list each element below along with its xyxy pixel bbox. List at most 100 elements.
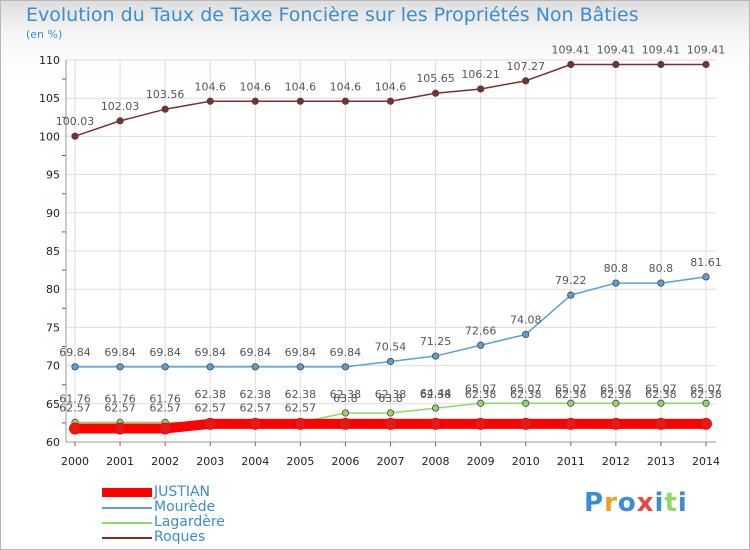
y-tick-label: 60 <box>46 436 60 449</box>
legend-swatch <box>102 507 152 509</box>
data-point <box>384 417 397 430</box>
y-tick-label: 80 <box>46 283 60 296</box>
data-label: 62.38 <box>510 388 542 401</box>
data-label: 64.44 <box>420 387 452 400</box>
data-label: 62.38 <box>465 388 497 401</box>
data-point <box>116 363 124 371</box>
data-label: 109.41 <box>597 44 636 57</box>
data-point <box>386 357 395 366</box>
x-tick-label: 2007 <box>377 455 405 468</box>
data-point <box>657 399 665 407</box>
x-tick-label: 2006 <box>331 455 359 468</box>
data-point <box>431 404 440 412</box>
logo-letter: i <box>677 488 688 518</box>
y-tick-label: 85 <box>46 245 60 258</box>
data-label: 62.38 <box>420 388 452 401</box>
data-label: 61.76 <box>104 393 136 406</box>
data-point <box>477 399 485 407</box>
data-label: 109.41 <box>552 44 591 57</box>
logo-letter: o <box>617 488 637 518</box>
data-label: 79.22 <box>555 274 587 287</box>
data-label: 65.07 <box>555 382 587 395</box>
line-chart: 60 65 70 75 80 85 90 95 100 105 110 2000 2001 2002 200… <box>39 44 725 468</box>
data-point <box>657 60 665 69</box>
data-point <box>161 105 169 113</box>
data-point <box>477 85 485 93</box>
data-point <box>204 417 217 430</box>
legend-label: Lagardère <box>154 514 225 530</box>
data-label: 69.84 <box>330 346 362 359</box>
chart-title: Evolution du Taux de Taxe Foncière sur l… <box>26 4 639 26</box>
data-label: 62.38 <box>194 388 226 401</box>
data-label: 62.38 <box>240 388 272 401</box>
legend-swatch <box>102 537 152 539</box>
data-point <box>161 363 169 371</box>
data-point <box>71 363 79 371</box>
data-point <box>114 422 127 435</box>
data-label: 107.27 <box>506 60 545 73</box>
data-label: 74.08 <box>510 313 542 326</box>
data-point <box>339 417 352 430</box>
data-label: 104.6 <box>375 80 407 93</box>
data-label: 65.07 <box>510 382 542 395</box>
data-point <box>251 97 259 105</box>
data-point <box>612 399 620 407</box>
data-point <box>206 363 214 371</box>
data-point <box>700 417 712 430</box>
y-tick-label: 110 <box>39 54 60 67</box>
data-label: 69.84 <box>104 346 136 359</box>
data-label: 63.8 <box>333 392 358 405</box>
data-point <box>519 417 532 430</box>
data-point <box>702 60 710 69</box>
data-point <box>386 97 395 105</box>
data-label: 63.8 <box>378 392 403 405</box>
data-point <box>702 399 710 407</box>
data-label: 62.57 <box>149 401 181 414</box>
data-point <box>609 417 622 430</box>
data-point <box>341 363 350 371</box>
x-tick-label: 2011 <box>557 455 585 468</box>
data-point <box>71 132 79 140</box>
data-label: 62.57 <box>240 401 272 414</box>
data-label: 62.38 <box>645 388 677 401</box>
legend-label: JUSTIAN <box>154 484 210 500</box>
legend-label: Roques <box>154 529 206 545</box>
data-point <box>477 341 485 349</box>
data-point <box>564 417 577 430</box>
data-point <box>431 352 440 360</box>
y-tick-label: 105 <box>39 92 60 105</box>
x-tick-label: 2003 <box>196 455 224 468</box>
data-point <box>294 417 307 430</box>
data-label: 62.38 <box>330 388 362 401</box>
data-label: 69.84 <box>194 346 226 359</box>
data-label: 69.84 <box>149 346 181 359</box>
proxiti-logo: Proxiti <box>584 488 688 518</box>
data-point <box>296 363 304 371</box>
data-label: 62.38 <box>375 388 407 401</box>
data-label: 69.84 <box>59 346 91 359</box>
data-label: 65.07 <box>465 382 497 395</box>
data-label: 104.6 <box>285 80 317 93</box>
data-label: 104.6 <box>194 80 226 93</box>
data-label: 65.07 <box>690 382 722 395</box>
data-point <box>116 117 124 125</box>
data-point <box>429 417 442 430</box>
data-point <box>341 97 350 105</box>
y-tick-label: 90 <box>46 207 60 220</box>
x-tick-label: 2002 <box>151 455 179 468</box>
data-label: 81.61 <box>690 256 722 269</box>
data-label: 100.03 <box>56 115 95 128</box>
x-tick-label: 2000 <box>61 455 89 468</box>
data-label: 62.38 <box>600 388 632 401</box>
x-tick-label: 2014 <box>692 455 720 468</box>
y-tick-label: 70 <box>46 360 60 373</box>
data-label: 65.07 <box>600 382 632 395</box>
data-label: 102.03 <box>101 100 140 113</box>
data-label: 69.84 <box>240 346 272 359</box>
data-point <box>522 77 530 85</box>
data-point <box>341 409 350 417</box>
data-label: 70.54 <box>375 340 407 353</box>
data-label: 62.57 <box>104 401 136 414</box>
data-label: 62.38 <box>555 388 587 401</box>
